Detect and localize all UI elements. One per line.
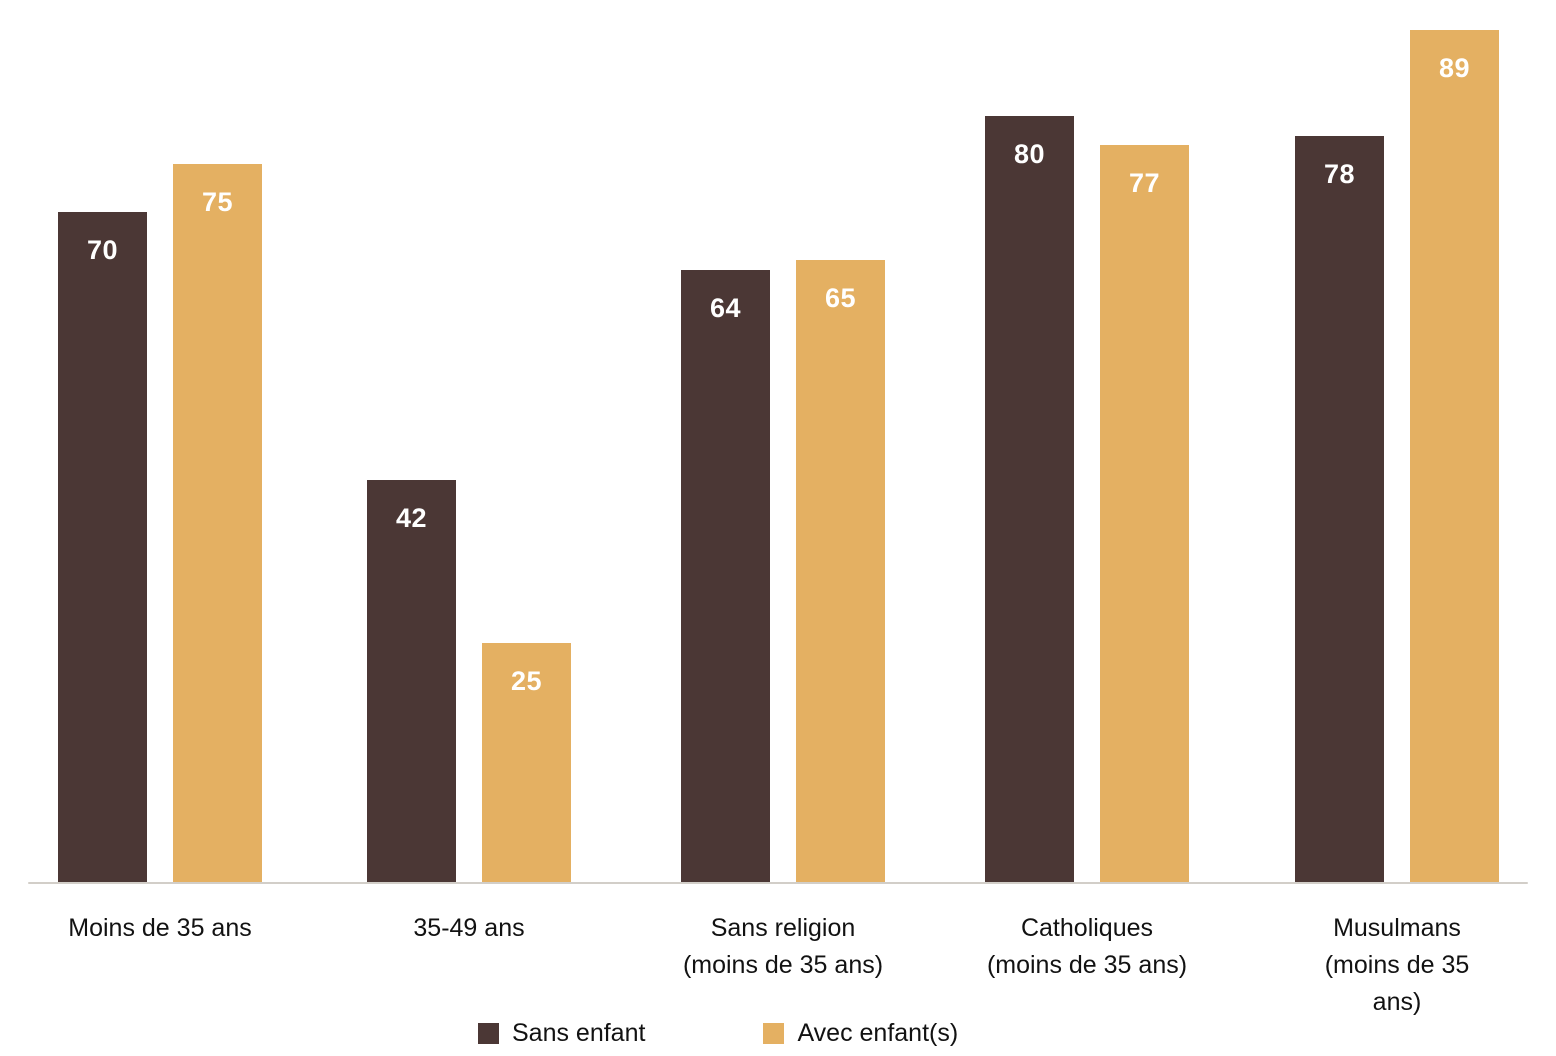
legend-label-avec-enfants: Avec enfant(s) bbox=[797, 1019, 959, 1047]
x-axis-label: Catholiques (moins de 35 ans) bbox=[986, 914, 1188, 979]
legend-swatch-sans-enfant bbox=[478, 1023, 499, 1044]
bar-series1-group2: 65 bbox=[796, 260, 885, 882]
bar-value-label: 89 bbox=[1438, 53, 1471, 83]
x-axis-labels: Moins de 35 ans 35-49 ans Sans religion (m… bbox=[0, 910, 1556, 1016]
bar-value-label: 78 bbox=[1323, 159, 1356, 189]
bar-value-label: 42 bbox=[395, 503, 428, 533]
bar-value-label: 75 bbox=[201, 187, 234, 217]
bar-series1-group4: 89 bbox=[1410, 30, 1499, 882]
bar-value-label: 65 bbox=[824, 283, 857, 313]
plot-area: 70 42 64 80 78 75 25 65 77 89 bbox=[28, 30, 1528, 884]
bar-series1-group1: 25 bbox=[482, 643, 571, 882]
bar-series0-group3: 80 bbox=[985, 116, 1074, 882]
bar-series0-group1: 42 bbox=[367, 480, 456, 882]
x-axis-label: 35-49 ans bbox=[413, 914, 525, 942]
x-axis-label: Moins de 35 ans bbox=[68, 914, 252, 942]
bar-value-label: 77 bbox=[1128, 168, 1161, 198]
bar-value-label: 80 bbox=[1013, 139, 1046, 169]
legend-item-sans-enfant: Sans enfant bbox=[478, 1019, 645, 1048]
bar-series1-group3: 77 bbox=[1100, 145, 1189, 882]
bar-series0-group0: 70 bbox=[58, 212, 147, 882]
bar-series0-group2: 64 bbox=[681, 270, 770, 882]
legend: Sans enfant Avec enfant(s) bbox=[478, 1019, 958, 1048]
legend-label-sans-enfant: Sans enfant bbox=[512, 1019, 646, 1047]
bar-series1-group0: 75 bbox=[173, 164, 262, 882]
bar-value-label: 64 bbox=[709, 293, 742, 323]
x-axis-line bbox=[28, 882, 1528, 884]
bar-value-label: 70 bbox=[86, 235, 119, 265]
bar-series0-group4: 78 bbox=[1295, 136, 1384, 882]
x-axis-label: Sans religion (moins de 35 ans) bbox=[682, 914, 884, 979]
bar-value-label: 25 bbox=[510, 666, 543, 696]
x-axis-label: Musulmans (moins de 35 ans) bbox=[1324, 914, 1470, 1016]
legend-item-avec-enfants: Avec enfant(s) bbox=[763, 1019, 958, 1048]
legend-swatch-avec-enfants bbox=[763, 1023, 785, 1044]
